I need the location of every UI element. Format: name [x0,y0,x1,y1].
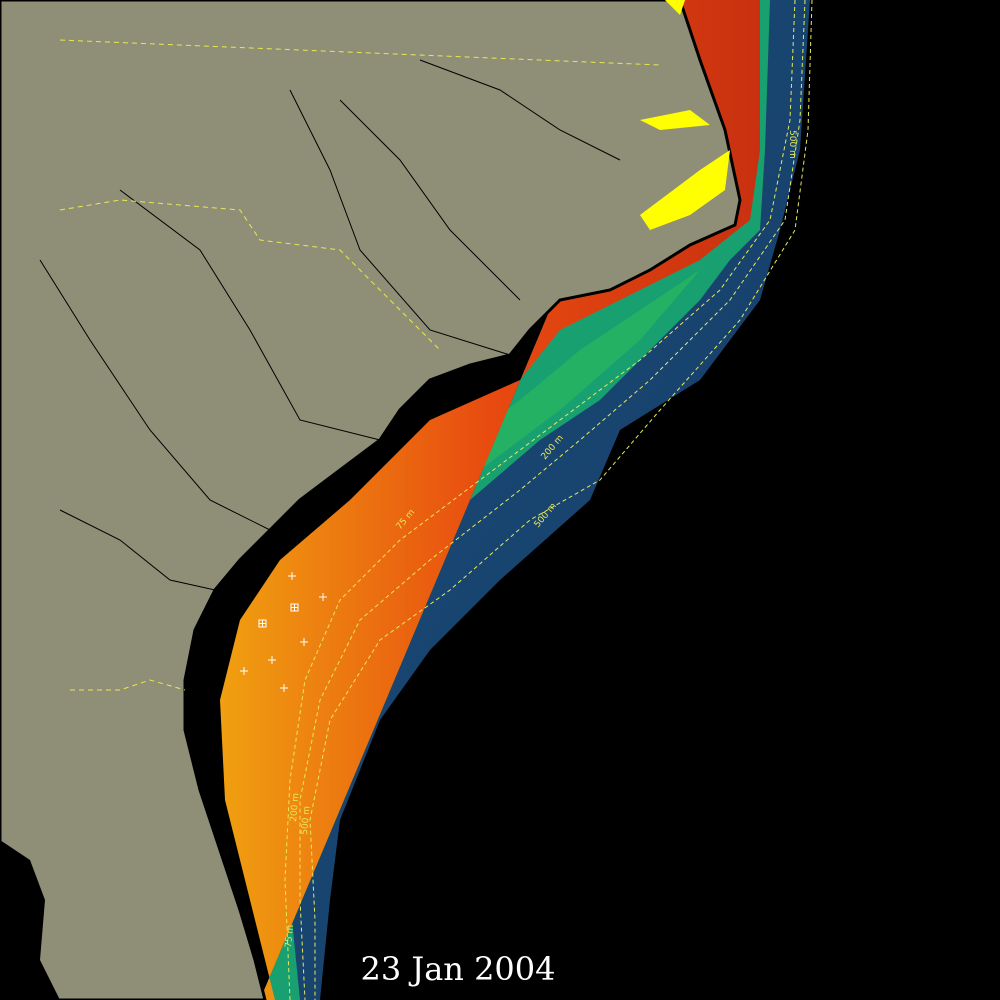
estuary [640,0,730,230]
isobath-label: 200 m [289,793,301,823]
state-lines [59,39,661,691]
isobath-label: 500 m [787,130,797,159]
gulf [0,840,60,1000]
isobath-label: 75 m [284,924,296,948]
isobath-label: 500 m [300,806,312,836]
rivers [39,59,621,591]
isobaths [284,0,813,1000]
date-label: 23 Jan 2004 [360,950,555,988]
stations [240,572,327,692]
